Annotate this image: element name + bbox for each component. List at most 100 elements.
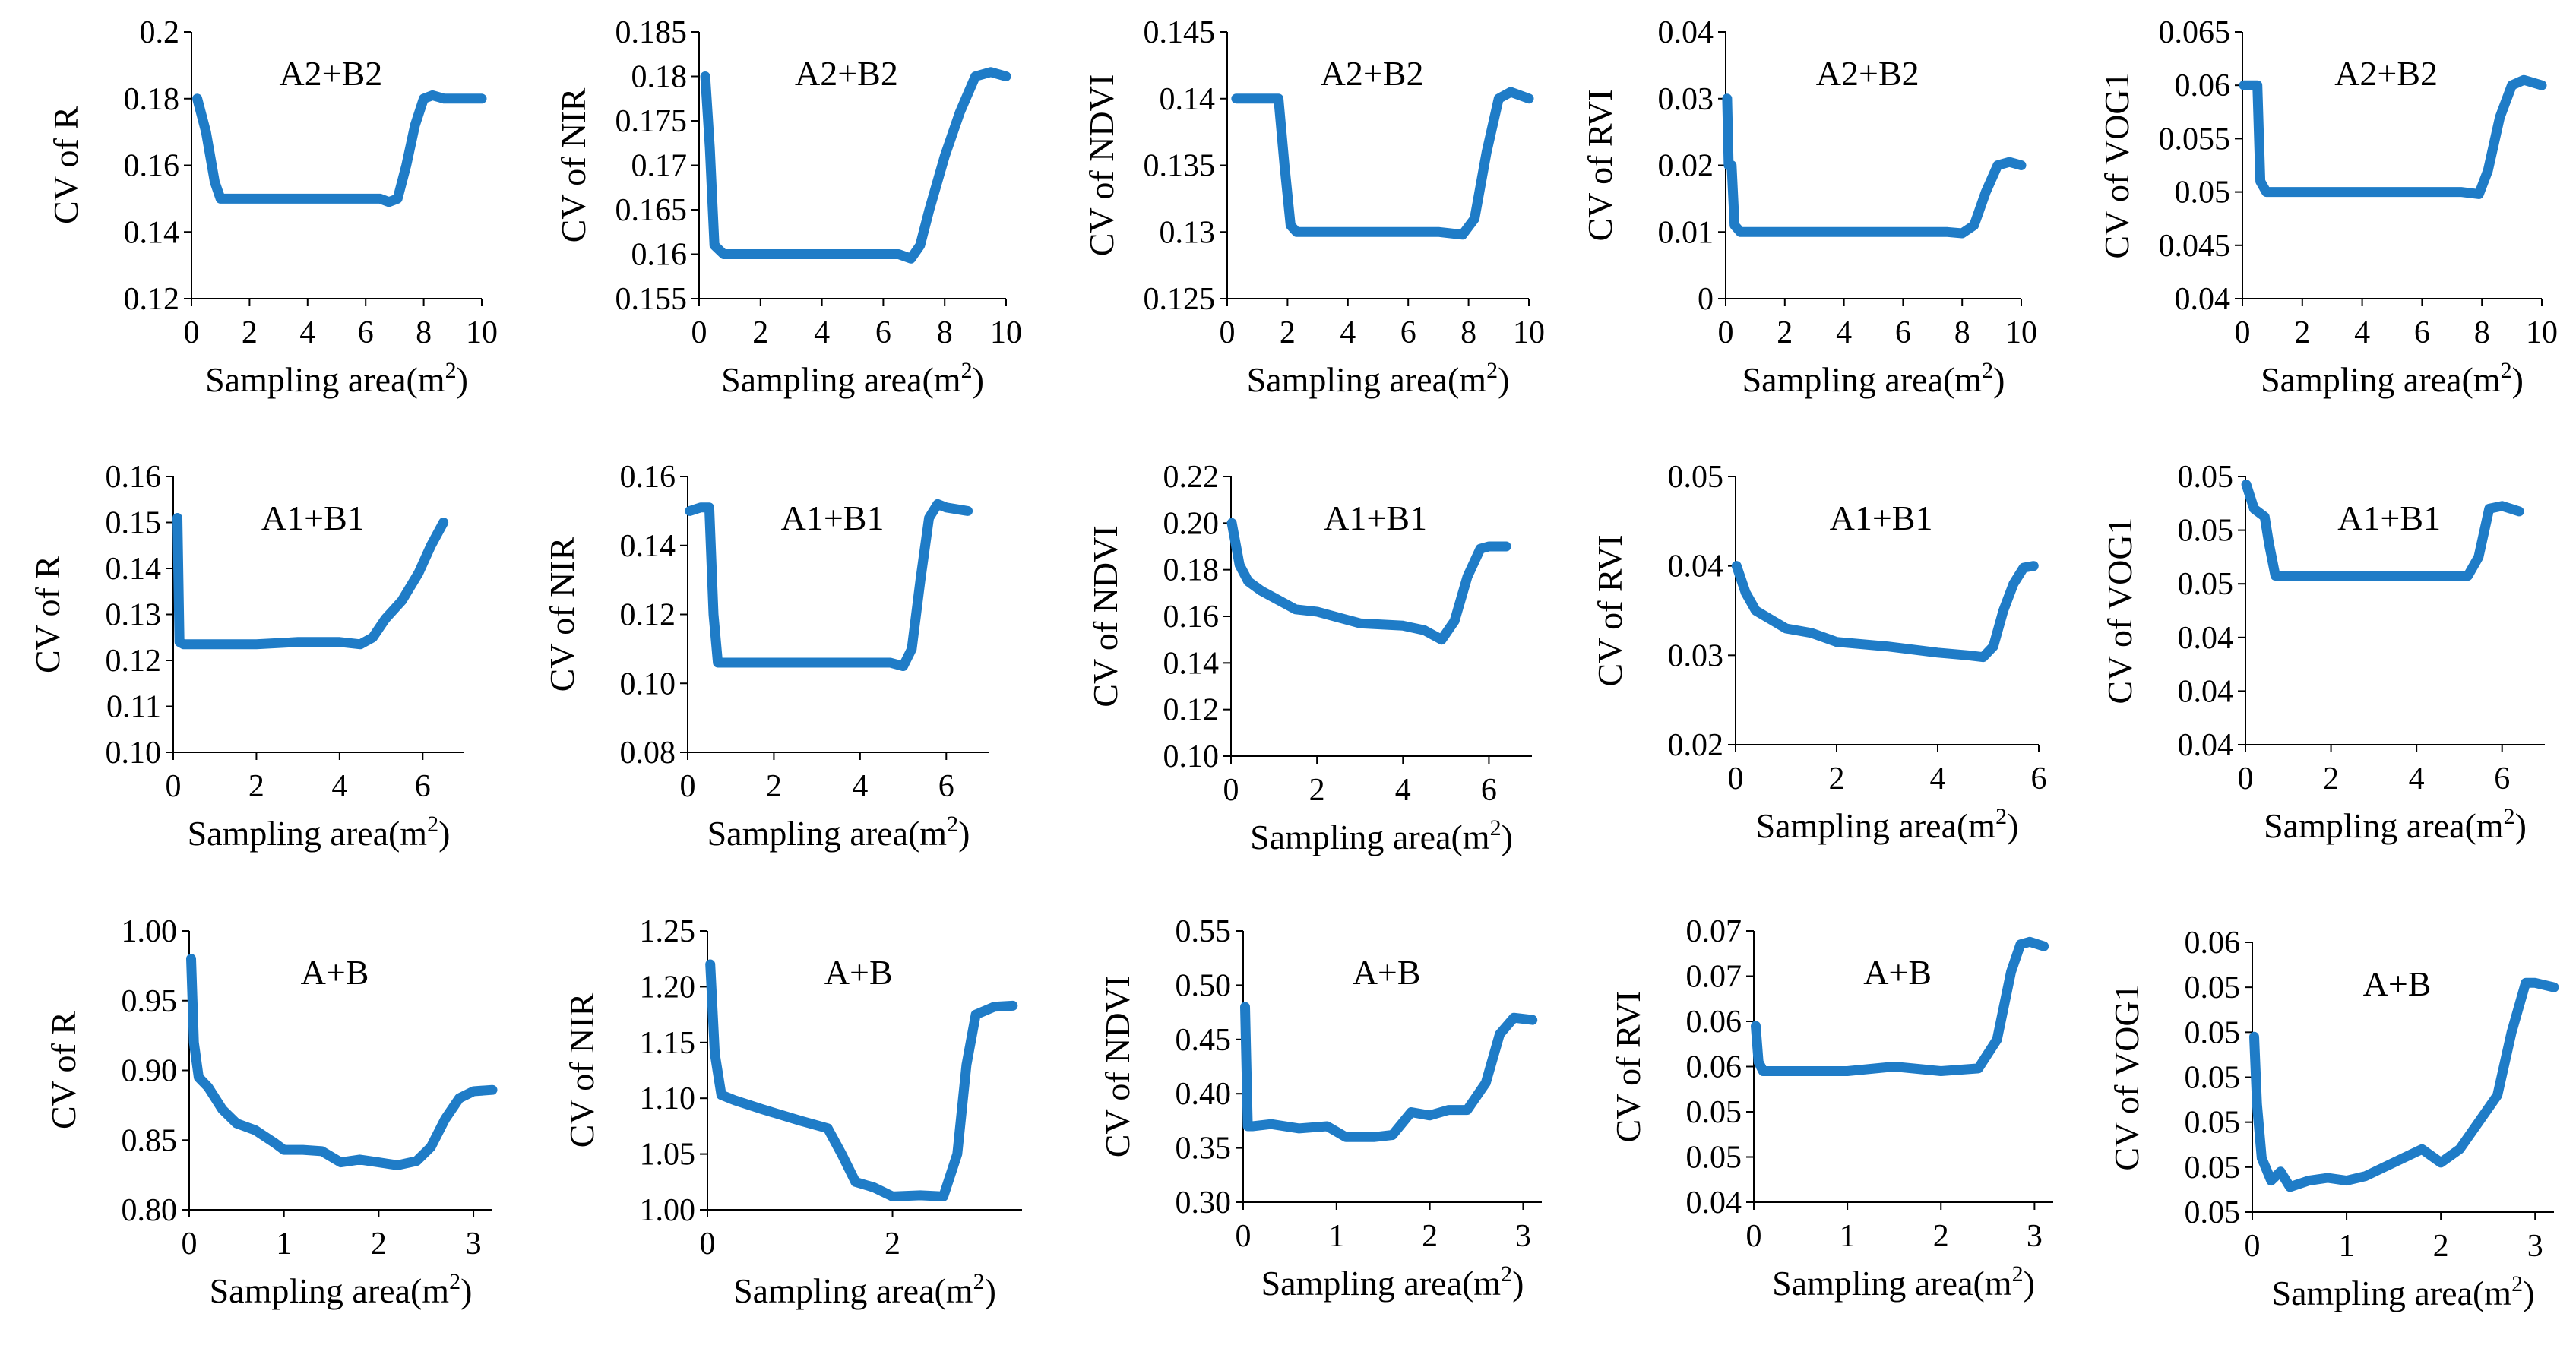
- x-tick-label: 0: [182, 1227, 198, 1261]
- y-tick-label: 0.14: [1160, 82, 1216, 117]
- panel-title: A+B: [2363, 964, 2432, 1003]
- y-tick-label: 0.04: [1658, 15, 1714, 50]
- x-tick-label: 8: [2474, 315, 2490, 350]
- x-tick-label: 3: [466, 1227, 482, 1261]
- series-line: [1731, 561, 2039, 663]
- y-tick-label: 0.12: [1163, 693, 1220, 728]
- y-tick-label: 0.05: [2178, 460, 2234, 495]
- y-tick-label: 0.07: [1686, 914, 1742, 949]
- panel-1: 0.12 0.14 0.16 0.18 0.2 0 2 4 6 8 10 Sampling area(…: [46, 15, 498, 399]
- y-tick-label: 0.10: [620, 666, 676, 701]
- y-tick-label: 0.85: [122, 1123, 178, 1158]
- y-tick-label: 0.135: [1144, 149, 1216, 184]
- y-tick-label: 0.165: [616, 193, 688, 228]
- panel-title: A+B: [824, 953, 893, 992]
- x-tick-label: 4: [2354, 315, 2370, 350]
- y-tick-label: 0.04: [1686, 1185, 1742, 1220]
- series-line: [2241, 480, 2524, 581]
- y-tick-label: 0.16: [106, 460, 162, 495]
- y-tick-label: 0.16: [124, 149, 180, 184]
- panel-title: A+B: [1353, 953, 1421, 992]
- x-tick-label: 2: [752, 315, 768, 350]
- x-axis-label: Sampling area(m2): [707, 812, 970, 853]
- x-axis-label: Sampling area(m2): [721, 358, 984, 399]
- x-tick-label: 0: [700, 1227, 716, 1261]
- y-tick-label: 0.05: [2185, 1061, 2241, 1096]
- x-tick-label: 0: [1728, 761, 1744, 796]
- panel-8: 0.10 0.12 0.14 0.16 0.18 0.20 0.22 0 2 4 6 Sampling…: [1086, 460, 1532, 856]
- y-tick-label: 0.06: [2185, 926, 2241, 961]
- x-axis-label: Sampling area(m2): [210, 1269, 473, 1310]
- y-axis-label: CV of NIR: [543, 537, 581, 692]
- x-tick-label: 6: [1400, 315, 1416, 350]
- y-tick-label: 0.40: [1176, 1077, 1232, 1112]
- y-tick-label: 0.04: [2178, 621, 2234, 656]
- x-tick-label: 10: [2526, 315, 2558, 350]
- y-tick-label: 0.03: [1658, 82, 1714, 117]
- y-tick-label: 0.175: [616, 104, 688, 139]
- y-tick-label: 0.04: [2178, 728, 2234, 763]
- x-tick-label: 4: [299, 315, 315, 350]
- x-tick-label: 0: [1220, 315, 1236, 350]
- series-line: [1240, 1002, 1538, 1142]
- y-tick-label: 0.20: [1163, 506, 1220, 541]
- y-tick-label: 0.04: [1668, 549, 1724, 584]
- y-tick-label: 0.80: [122, 1193, 178, 1228]
- x-tick-label: 6: [1481, 773, 1497, 808]
- y-axis-label: CV of R: [28, 556, 67, 673]
- y-tick-label: 0.12: [620, 598, 676, 633]
- y-tick-label: 0.14: [106, 552, 162, 587]
- y-tick-label: 0.055: [2159, 122, 2231, 157]
- series-line: [1226, 518, 1511, 645]
- x-tick-label: 1: [1328, 1219, 1344, 1254]
- y-axis-label: CV of R: [44, 1011, 83, 1129]
- x-tick-label: 3: [1515, 1219, 1531, 1254]
- y-tick-label: 0.18: [1163, 553, 1220, 588]
- series-line: [2239, 74, 2547, 199]
- y-tick-label: 0.11: [106, 690, 161, 725]
- y-tick-label: 1.25: [640, 914, 696, 949]
- y-tick-label: 0.05: [2185, 970, 2241, 1005]
- y-tick-label: 0.55: [1176, 914, 1232, 949]
- series-line: [1751, 936, 2049, 1076]
- y-tick-label: 0.145: [1144, 15, 1216, 50]
- y-tick-label: 0.155: [616, 282, 688, 317]
- y-axis-label: CV of NDVI: [1082, 74, 1121, 256]
- y-tick-label: 0.065: [2159, 15, 2231, 50]
- x-tick-label: 6: [2494, 761, 2510, 796]
- panel-11: 0.80 0.85 0.90 0.95 1.00 0 1 2 3 Sampling area(m2…: [44, 914, 498, 1310]
- x-tick-label: 0: [691, 315, 707, 350]
- x-tick-label: 2: [885, 1227, 900, 1261]
- x-axis-label: Sampling area(m2): [188, 812, 451, 853]
- x-tick-label: 1: [1840, 1219, 1856, 1254]
- x-tick-label: 0: [166, 769, 182, 804]
- y-tick-label: 0.125: [1144, 282, 1216, 317]
- x-tick-label: 8: [937, 315, 953, 350]
- y-axis-label: CV of VOG1: [2097, 71, 2136, 258]
- y-tick-label: 0.16: [631, 238, 688, 273]
- panel-15: 0.05 0.05 0.05 0.05 0.05 0.05 0.06 0 1 2 3 Sampling…: [2107, 926, 2559, 1312]
- series-line: [2249, 977, 2559, 1192]
- y-tick-label: 0.05: [2178, 514, 2234, 549]
- y-tick-label: 1.05: [640, 1138, 696, 1173]
- y-tick-label: 0.10: [106, 736, 162, 771]
- y-axis-label: CV of VOG1: [2107, 983, 2146, 1170]
- series-line: [1231, 87, 1534, 240]
- x-tick-label: 2: [248, 769, 264, 804]
- y-tick-label: 0.05: [2175, 176, 2231, 211]
- x-tick-label: 0: [680, 769, 696, 804]
- y-axis-label: CV of RVI: [1581, 90, 1619, 242]
- y-tick-label: 0.17: [631, 149, 688, 184]
- panel-title: A1+B1: [261, 499, 365, 537]
- x-tick-label: 0: [1223, 773, 1239, 808]
- panel-title: A2+B2: [279, 54, 382, 93]
- y-tick-label: 0.90: [122, 1054, 178, 1089]
- panel-14: 0.04 0.05 0.05 0.06 0.06 0.07 0.07 0 1 2 3 Sampling…: [1609, 914, 2053, 1303]
- x-axis-label: Sampling area(m2): [1742, 358, 2005, 399]
- panel-title: A2+B2: [1321, 54, 1424, 93]
- x-tick-label: 0: [1236, 1219, 1252, 1254]
- y-tick-label: 0.05: [1686, 1141, 1742, 1176]
- x-tick-label: 2: [1777, 315, 1793, 350]
- y-tick-label: 0.12: [124, 282, 180, 317]
- x-axis-label: Sampling area(m2): [2264, 804, 2527, 845]
